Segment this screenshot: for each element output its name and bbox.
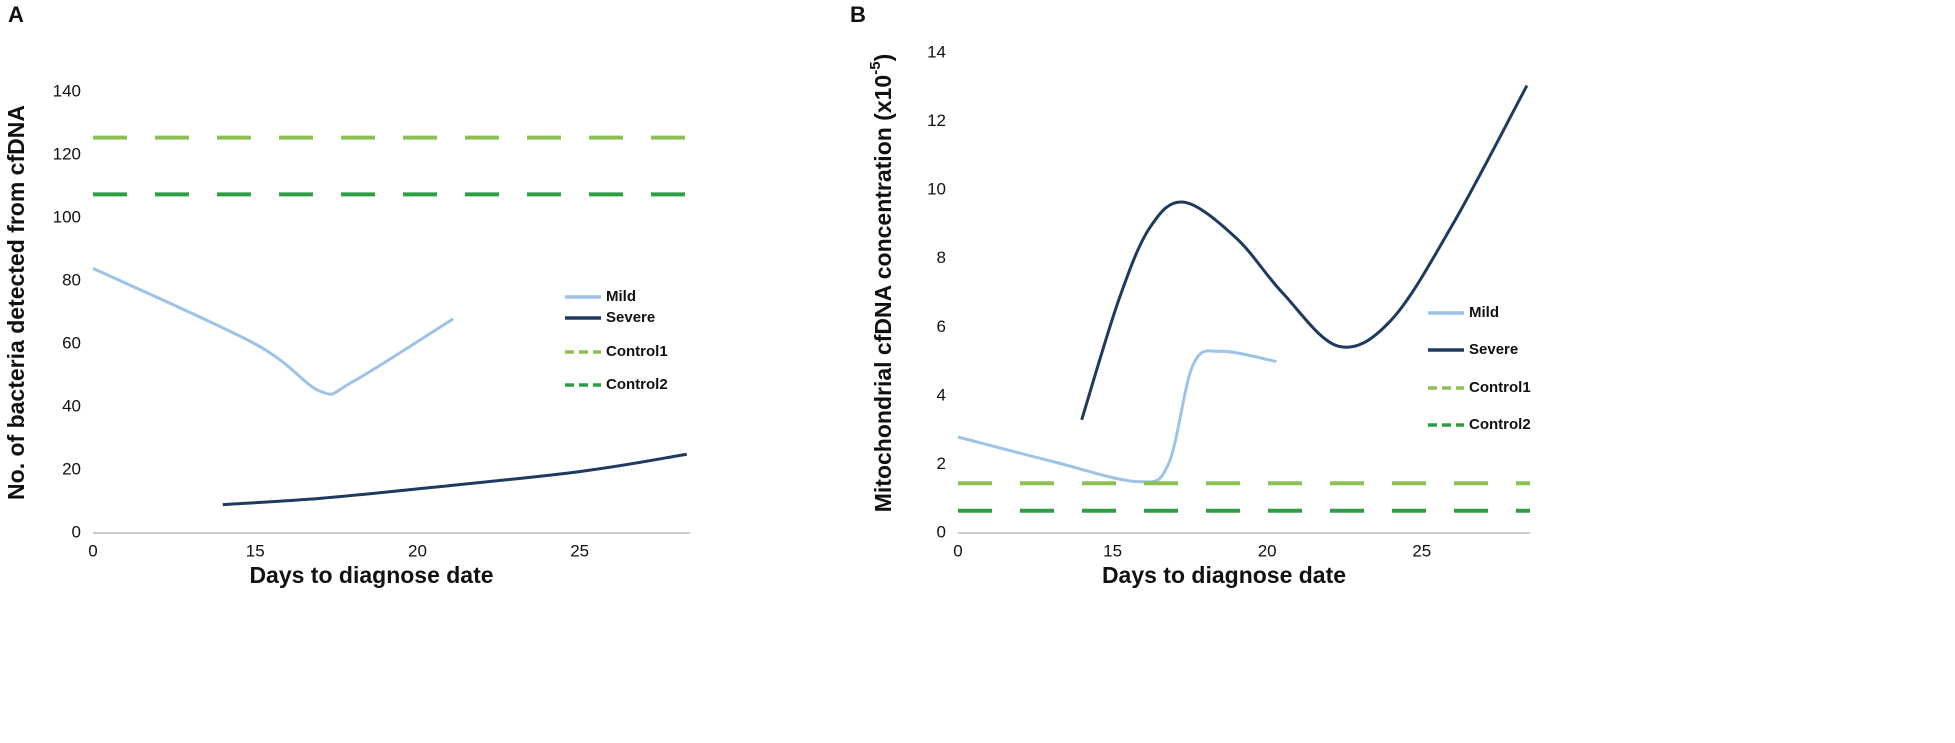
x-tick-label: 20 xyxy=(408,541,427,560)
y-tick-label: 80 xyxy=(62,270,81,289)
y-title-sup: -5 xyxy=(867,61,884,74)
y-tick-label: 100 xyxy=(53,207,81,226)
y-tick-label: 20 xyxy=(62,459,81,478)
y-tick-label: 60 xyxy=(62,333,81,352)
x-tick-label: 0 xyxy=(953,541,962,560)
y-axis-title: Mitochondrial cfDNA concentration (x10-5… xyxy=(867,54,896,513)
panel-label: B xyxy=(850,2,866,27)
legend-label: Severe xyxy=(1469,341,1518,358)
series-line xyxy=(957,349,1277,484)
x-tick-label: 20 xyxy=(1258,541,1277,560)
legend-label: Mild xyxy=(606,288,636,305)
y-tick-label: 10 xyxy=(927,180,946,199)
y-axis-title: No. of bacteria detected from cfDNA xyxy=(3,105,29,500)
legend-label: Control2 xyxy=(606,376,668,393)
y-tick-label: 2 xyxy=(937,454,946,473)
y-title-text: Mitochondrial cfDNA concentration (x10 xyxy=(870,75,896,512)
y-tick-label: 0 xyxy=(937,522,946,541)
y-title-end: ) xyxy=(870,54,896,62)
y-tick-label: 8 xyxy=(937,248,946,267)
y-title-text: No. of bacteria detected from cfDNA xyxy=(3,105,29,500)
x-axis-title: Days to diagnose date xyxy=(249,562,493,588)
series-line xyxy=(222,452,687,507)
legend-label: Mild xyxy=(1469,304,1499,321)
x-tick-label: 15 xyxy=(1103,541,1122,560)
x-tick-label: 25 xyxy=(570,541,589,560)
series-line xyxy=(1080,84,1529,421)
y-tick-label: 6 xyxy=(937,317,946,336)
x-tick-label: 0 xyxy=(88,541,97,560)
x-tick-label: 25 xyxy=(1412,541,1431,560)
x-tick-label: 15 xyxy=(246,541,265,560)
y-tick-label: 12 xyxy=(927,111,946,130)
series-line xyxy=(92,267,454,396)
panel-label: A xyxy=(8,2,24,27)
y-tick-label: 0 xyxy=(72,522,81,541)
legend-label: Control2 xyxy=(1469,416,1531,433)
x-axis-title: Days to diagnose date xyxy=(1102,562,1346,588)
y-tick-label: 40 xyxy=(62,396,81,415)
legend-label: Control1 xyxy=(606,343,668,360)
legend-label: Severe xyxy=(606,309,655,326)
y-tick-label: 14 xyxy=(927,42,946,61)
y-tick-label: 140 xyxy=(53,81,81,100)
legend-label: Control1 xyxy=(1469,379,1531,396)
y-tick-label: 4 xyxy=(937,385,946,404)
y-tick-label: 120 xyxy=(53,144,81,163)
